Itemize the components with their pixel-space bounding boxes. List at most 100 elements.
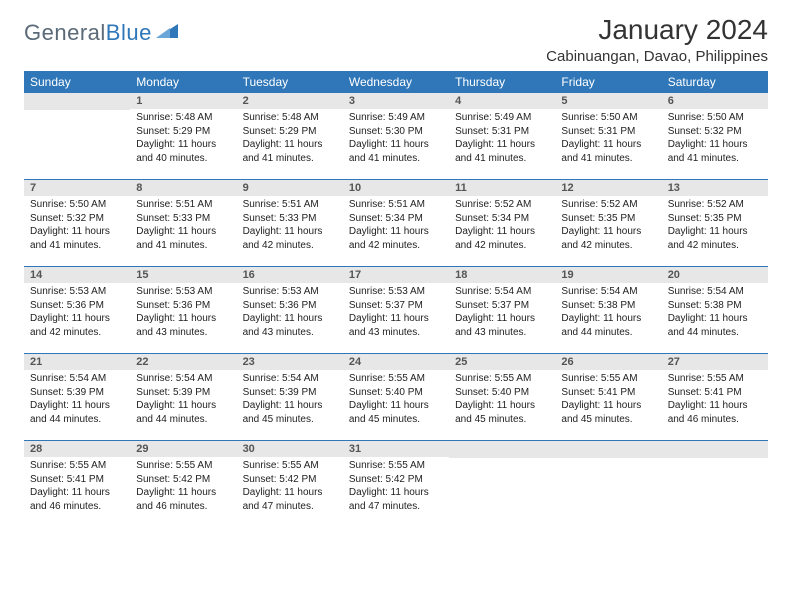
day-cell: 27Sunrise: 5:55 AMSunset: 5:41 PMDayligh… (662, 354, 768, 440)
day-number: 3 (343, 93, 449, 109)
day-info: Sunrise: 5:54 AMSunset: 5:37 PMDaylight:… (449, 283, 555, 343)
day-info: Sunrise: 5:55 AMSunset: 5:40 PMDaylight:… (449, 370, 555, 430)
day-info: Sunrise: 5:55 AMSunset: 5:40 PMDaylight:… (343, 370, 449, 430)
day-cell: 16Sunrise: 5:53 AMSunset: 5:36 PMDayligh… (237, 267, 343, 353)
day-number-empty (662, 441, 768, 458)
day-info: Sunrise: 5:55 AMSunset: 5:41 PMDaylight:… (662, 370, 768, 430)
day-cell: 10Sunrise: 5:51 AMSunset: 5:34 PMDayligh… (343, 180, 449, 266)
day-info: Sunrise: 5:50 AMSunset: 5:31 PMDaylight:… (555, 109, 661, 169)
day-info: Sunrise: 5:54 AMSunset: 5:39 PMDaylight:… (130, 370, 236, 430)
day-number: 10 (343, 180, 449, 196)
day-number: 4 (449, 93, 555, 109)
day-info: Sunrise: 5:48 AMSunset: 5:29 PMDaylight:… (237, 109, 343, 169)
brand-part1: General (24, 20, 106, 45)
day-info: Sunrise: 5:55 AMSunset: 5:41 PMDaylight:… (555, 370, 661, 430)
dow-friday: Friday (555, 71, 661, 93)
day-info: Sunrise: 5:52 AMSunset: 5:35 PMDaylight:… (662, 196, 768, 256)
day-cell: 25Sunrise: 5:55 AMSunset: 5:40 PMDayligh… (449, 354, 555, 440)
day-number: 28 (24, 441, 130, 457)
triangle-icon (156, 22, 180, 45)
day-number: 5 (555, 93, 661, 109)
day-number: 15 (130, 267, 236, 283)
day-info: Sunrise: 5:54 AMSunset: 5:39 PMDaylight:… (237, 370, 343, 430)
day-info: Sunrise: 5:55 AMSunset: 5:41 PMDaylight:… (24, 457, 130, 517)
day-cell: 8Sunrise: 5:51 AMSunset: 5:33 PMDaylight… (130, 180, 236, 266)
calendar-page: GeneralBlue January 2024 Cabinuangan, Da… (0, 0, 792, 537)
day-cell (24, 93, 130, 179)
day-cell: 24Sunrise: 5:55 AMSunset: 5:40 PMDayligh… (343, 354, 449, 440)
week-row: 28Sunrise: 5:55 AMSunset: 5:41 PMDayligh… (24, 440, 768, 527)
day-info: Sunrise: 5:53 AMSunset: 5:36 PMDaylight:… (24, 283, 130, 343)
day-info: Sunrise: 5:49 AMSunset: 5:30 PMDaylight:… (343, 109, 449, 169)
week-row: 1Sunrise: 5:48 AMSunset: 5:29 PMDaylight… (24, 93, 768, 179)
day-info: Sunrise: 5:53 AMSunset: 5:36 PMDaylight:… (237, 283, 343, 343)
day-info: Sunrise: 5:53 AMSunset: 5:37 PMDaylight:… (343, 283, 449, 343)
day-info: Sunrise: 5:54 AMSunset: 5:38 PMDaylight:… (662, 283, 768, 343)
day-number: 8 (130, 180, 236, 196)
day-cell: 18Sunrise: 5:54 AMSunset: 5:37 PMDayligh… (449, 267, 555, 353)
day-number: 24 (343, 354, 449, 370)
day-info: Sunrise: 5:48 AMSunset: 5:29 PMDaylight:… (130, 109, 236, 169)
day-number: 12 (555, 180, 661, 196)
day-number: 18 (449, 267, 555, 283)
calendar-grid: SundayMondayTuesdayWednesdayThursdayFrid… (24, 71, 768, 527)
day-info: Sunrise: 5:55 AMSunset: 5:42 PMDaylight:… (130, 457, 236, 517)
dow-sunday: Sunday (24, 71, 130, 93)
day-number: 26 (555, 354, 661, 370)
day-info: Sunrise: 5:51 AMSunset: 5:33 PMDaylight:… (237, 196, 343, 256)
day-info: Sunrise: 5:51 AMSunset: 5:33 PMDaylight:… (130, 196, 236, 256)
day-cell: 3Sunrise: 5:49 AMSunset: 5:30 PMDaylight… (343, 93, 449, 179)
week-row: 14Sunrise: 5:53 AMSunset: 5:36 PMDayligh… (24, 266, 768, 353)
day-number: 29 (130, 441, 236, 457)
day-number: 6 (662, 93, 768, 109)
week-row: 21Sunrise: 5:54 AMSunset: 5:39 PMDayligh… (24, 353, 768, 440)
day-info: Sunrise: 5:50 AMSunset: 5:32 PMDaylight:… (662, 109, 768, 169)
day-number: 14 (24, 267, 130, 283)
day-number-empty (555, 441, 661, 458)
day-cell: 19Sunrise: 5:54 AMSunset: 5:38 PMDayligh… (555, 267, 661, 353)
day-cell: 11Sunrise: 5:52 AMSunset: 5:34 PMDayligh… (449, 180, 555, 266)
day-info: Sunrise: 5:50 AMSunset: 5:32 PMDaylight:… (24, 196, 130, 256)
day-cell: 15Sunrise: 5:53 AMSunset: 5:36 PMDayligh… (130, 267, 236, 353)
day-number: 17 (343, 267, 449, 283)
day-number: 13 (662, 180, 768, 196)
week-row: 7Sunrise: 5:50 AMSunset: 5:32 PMDaylight… (24, 179, 768, 266)
location-text: Cabinuangan, Davao, Philippines (546, 48, 768, 65)
brand-text: GeneralBlue (24, 20, 152, 46)
day-number: 22 (130, 354, 236, 370)
day-number: 20 (662, 267, 768, 283)
day-cell: 12Sunrise: 5:52 AMSunset: 5:35 PMDayligh… (555, 180, 661, 266)
day-cell: 5Sunrise: 5:50 AMSunset: 5:31 PMDaylight… (555, 93, 661, 179)
day-cell: 1Sunrise: 5:48 AMSunset: 5:29 PMDaylight… (130, 93, 236, 179)
day-number: 27 (662, 354, 768, 370)
day-cell: 9Sunrise: 5:51 AMSunset: 5:33 PMDaylight… (237, 180, 343, 266)
weeks-container: 1Sunrise: 5:48 AMSunset: 5:29 PMDaylight… (24, 93, 768, 527)
day-cell: 21Sunrise: 5:54 AMSunset: 5:39 PMDayligh… (24, 354, 130, 440)
month-title: January 2024 (546, 14, 768, 46)
day-number: 23 (237, 354, 343, 370)
day-cell: 31Sunrise: 5:55 AMSunset: 5:42 PMDayligh… (343, 441, 449, 527)
day-number: 21 (24, 354, 130, 370)
day-cell: 6Sunrise: 5:50 AMSunset: 5:32 PMDaylight… (662, 93, 768, 179)
dow-tuesday: Tuesday (237, 71, 343, 93)
day-info: Sunrise: 5:49 AMSunset: 5:31 PMDaylight:… (449, 109, 555, 169)
day-number: 9 (237, 180, 343, 196)
day-cell (662, 441, 768, 527)
dow-saturday: Saturday (662, 71, 768, 93)
day-cell: 17Sunrise: 5:53 AMSunset: 5:37 PMDayligh… (343, 267, 449, 353)
page-header: GeneralBlue January 2024 Cabinuangan, Da… (24, 14, 768, 65)
day-cell: 28Sunrise: 5:55 AMSunset: 5:41 PMDayligh… (24, 441, 130, 527)
day-info: Sunrise: 5:54 AMSunset: 5:39 PMDaylight:… (24, 370, 130, 430)
day-cell: 7Sunrise: 5:50 AMSunset: 5:32 PMDaylight… (24, 180, 130, 266)
day-cell: 26Sunrise: 5:55 AMSunset: 5:41 PMDayligh… (555, 354, 661, 440)
day-cell: 14Sunrise: 5:53 AMSunset: 5:36 PMDayligh… (24, 267, 130, 353)
day-cell: 30Sunrise: 5:55 AMSunset: 5:42 PMDayligh… (237, 441, 343, 527)
day-of-week-header: SundayMondayTuesdayWednesdayThursdayFrid… (24, 71, 768, 93)
day-cell: 2Sunrise: 5:48 AMSunset: 5:29 PMDaylight… (237, 93, 343, 179)
day-number: 2 (237, 93, 343, 109)
day-cell: 22Sunrise: 5:54 AMSunset: 5:39 PMDayligh… (130, 354, 236, 440)
day-cell: 4Sunrise: 5:49 AMSunset: 5:31 PMDaylight… (449, 93, 555, 179)
day-info: Sunrise: 5:53 AMSunset: 5:36 PMDaylight:… (130, 283, 236, 343)
day-info: Sunrise: 5:52 AMSunset: 5:35 PMDaylight:… (555, 196, 661, 256)
day-info: Sunrise: 5:54 AMSunset: 5:38 PMDaylight:… (555, 283, 661, 343)
